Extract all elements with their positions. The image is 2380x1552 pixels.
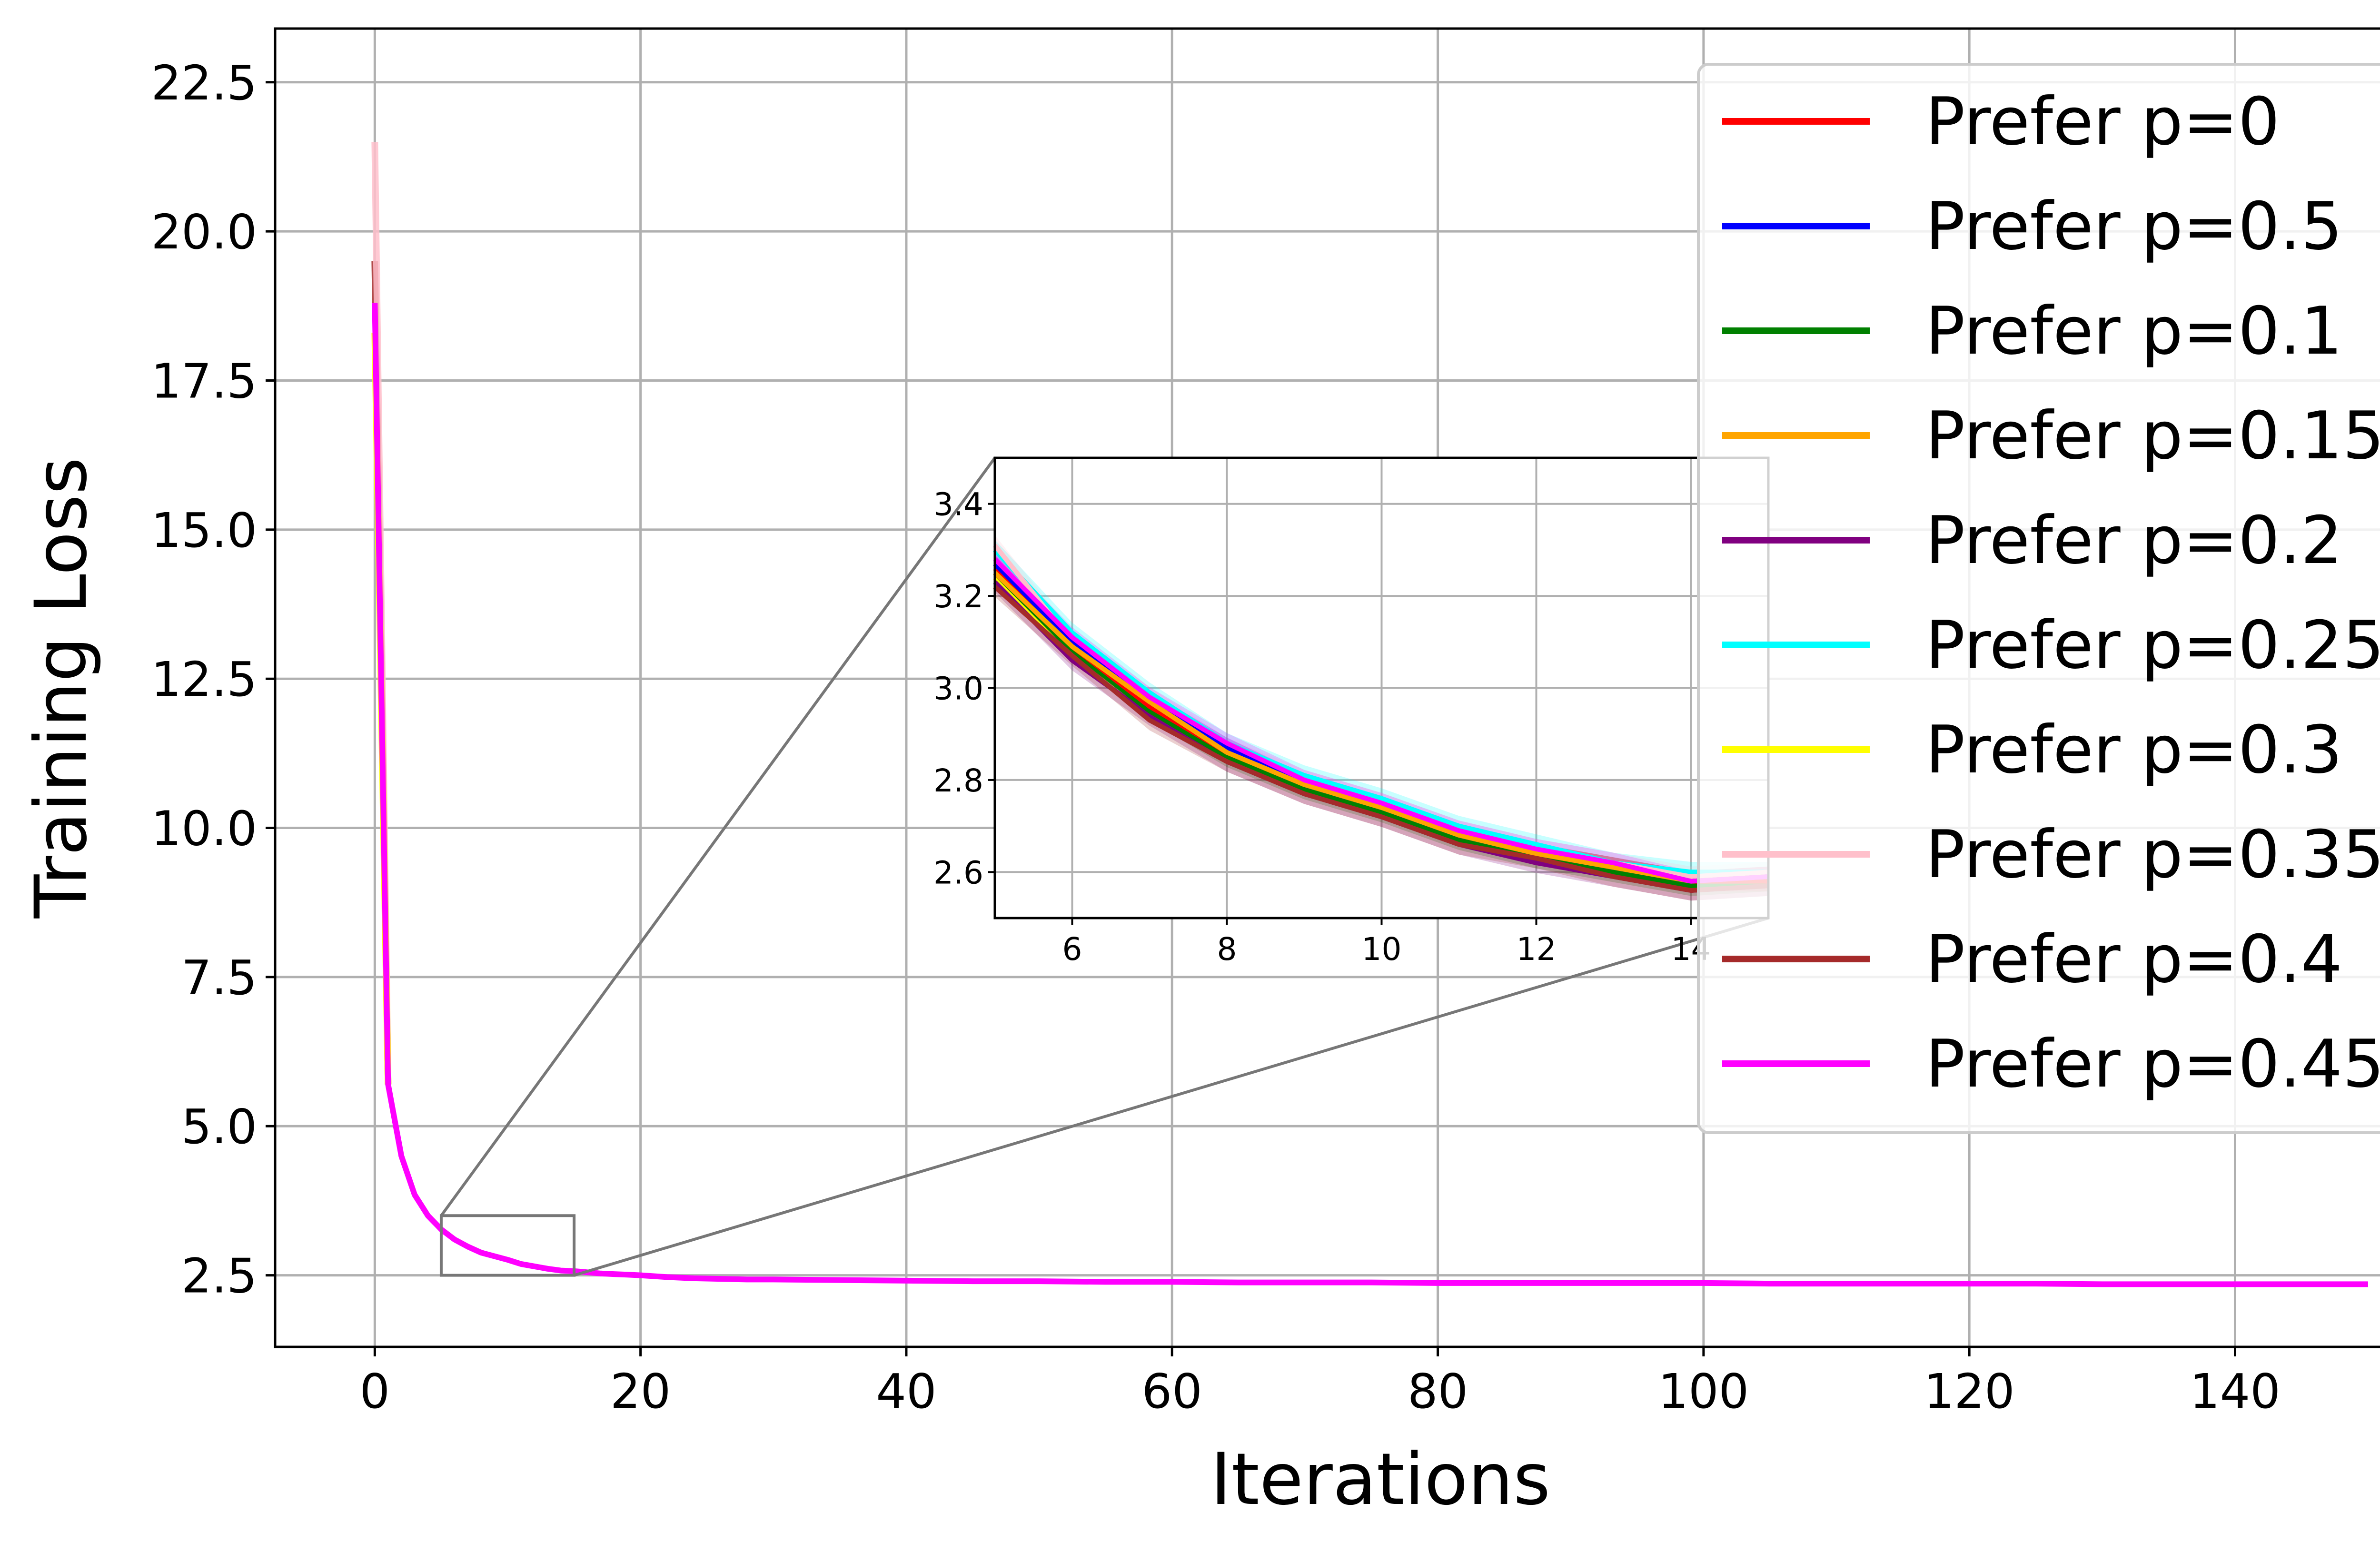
y-tick-label: 17.5 [151,354,257,409]
legend-label: Prefer p=0.2 [1925,502,2342,579]
legend-label: Prefer p=0.25 [1925,607,2380,683]
legend-item: Prefer p=0.25 [1722,607,2380,683]
x-tick-label: 20 [610,1364,671,1419]
zoom-connector-line [440,457,996,1217]
inset-x-tick-label: 6 [1062,931,1082,968]
zoom-connector-line [574,917,1769,1277]
legend-item: Prefer p=0.35 [1722,816,2380,893]
inset-y-tick-label: 3.2 [933,578,983,615]
legend-label: Prefer p=0.45 [1925,1026,2380,1102]
y-tick-label: 5.0 [181,1099,257,1155]
legend-label: Prefer p=0.4 [1925,921,2342,998]
inset-x-tick-label: 8 [1217,931,1237,968]
x-tick-label: 40 [876,1364,936,1419]
y-tick-label: 12.5 [151,652,257,707]
legend-item: Prefer p=0.2 [1722,502,2342,579]
legend-label: Prefer p=0 [1925,83,2280,160]
inset-series-line [993,585,1769,893]
inset-series-lines [993,535,1769,901]
main-plot-frame [274,27,2380,1348]
inset-y-tick-label: 3.0 [933,671,983,707]
series-line-top [372,303,2368,1287]
y-tick-label: 10.0 [151,801,257,857]
inset-zoom-plot: 6 8 10 12 142.62.83.03.23.4 [933,456,1770,968]
inset-x-tick-label: 10 [1362,931,1402,968]
y-tick-label: 2.5 [181,1248,257,1304]
inset-x-tick-label: 12 [1517,931,1557,968]
legend-item: Prefer p=0 [1722,83,2280,160]
x-tick-label: 120 [1924,1364,2015,1419]
inset-series-line [993,571,1769,884]
legend-label: Prefer p=0.35 [1925,816,2380,893]
y-tick-label: 20.0 [151,204,257,260]
legend-item: Prefer p=0.15 [1722,397,2380,474]
x-tick-label: 0 [360,1364,390,1419]
legend-item: Prefer p=0.1 [1722,293,2342,369]
legend-label: Prefer p=0.3 [1925,712,2342,788]
y-tick-label: 15.0 [151,503,257,558]
legend-label: Prefer p=0.5 [1925,188,2342,265]
y-tick-label: 22.5 [151,55,257,111]
zoom-box-rect [439,1214,576,1277]
legend-item: Prefer p=0.3 [1722,712,2342,788]
legend-item: Prefer p=0.45 [1722,1026,2380,1102]
legend-item: Prefer p=0.4 [1722,921,2342,998]
x-tick-label: 60 [1142,1364,1202,1419]
legend-item: Prefer p=0.5 [1722,188,2342,265]
x-axis-label: Iterations [1210,1438,1550,1521]
x-tick-label: 140 [2190,1364,2281,1419]
inset-y-tick-label: 2.6 [933,854,983,891]
main-axis-ticks: 0 20 40 60 80 100 120 140 2.5 5.0 7.5 10.0 12.5 15.0 1… [151,55,2281,1419]
inset-y-tick-label: 3.4 [933,486,983,523]
main-series-lines [371,142,2368,1287]
legend: Prefer p=0 Prefer p=0.5 Prefer p=0.1 Prefer… [1697,63,2380,1134]
inset-series-line [993,557,1769,884]
inset-y-tick-label: 2.8 [933,762,983,799]
x-tick-label: 100 [1658,1364,1749,1419]
inset-series-line [993,571,1769,889]
zoom-indicator [439,457,1769,1277]
y-axis-label: Training Loss [20,457,103,919]
legend-label: Prefer p=0.15 [1925,397,2380,474]
legend-label: Prefer p=0.1 [1925,293,2342,369]
x-tick-label: 80 [1408,1364,1468,1419]
y-tick-label: 7.5 [181,950,257,1006]
